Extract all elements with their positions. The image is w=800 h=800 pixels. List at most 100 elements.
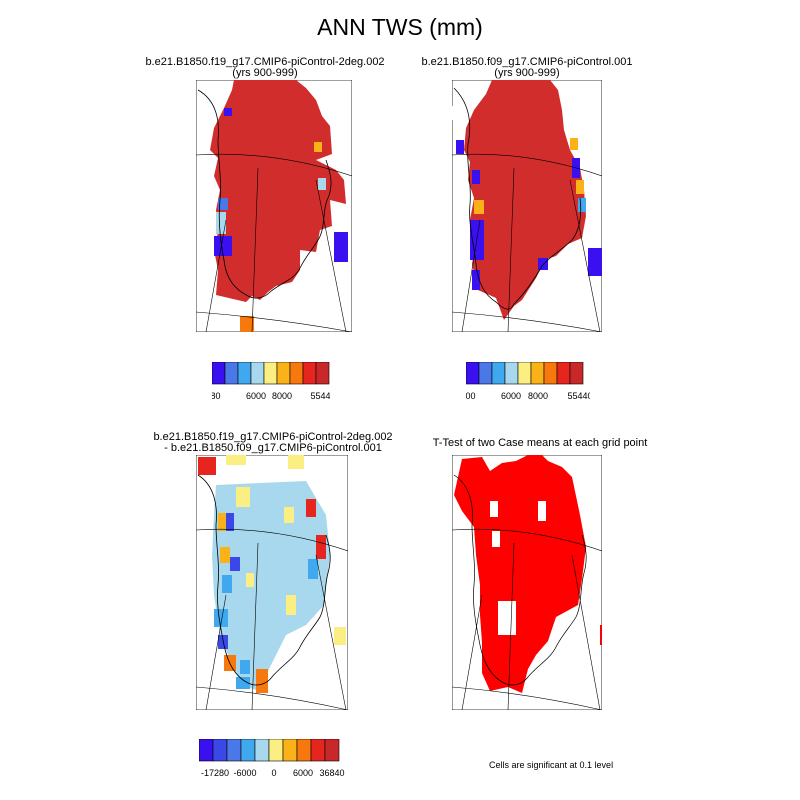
panel-3-cell: [240, 660, 250, 674]
colorbar-swatch: [263, 362, 278, 385]
colorbar-swatch: [282, 739, 298, 762]
panel-3-cell: [218, 513, 226, 531]
panel-4-graticule: [452, 528, 602, 710]
colorbar-swatch: [254, 739, 270, 762]
panel-2-cell: [472, 270, 480, 290]
panel-2-cell: [578, 198, 586, 212]
colorbar-swatch: [302, 362, 317, 385]
colorbar-swatch: [530, 362, 545, 385]
panel-2-colorbar-label: 8000: [528, 391, 548, 401]
panel-2-land-fill: [452, 80, 586, 320]
panel-2-title-line1: b.e21.B1850.f09_g17.CMIP6-piControl.001: [421, 56, 633, 68]
panel-1-cell: [318, 178, 326, 190]
colorbar-swatch: [543, 362, 558, 385]
panel-4-note: Cells are significant at 0.1 level: [489, 760, 614, 770]
panel-4-cell: [600, 625, 602, 645]
colorbar-swatch: [310, 739, 326, 762]
colorbar-swatch: [315, 362, 330, 385]
panel-4-gap: [498, 601, 516, 635]
panel-3-cell: [222, 575, 232, 593]
panel-1-cell: [214, 236, 232, 256]
panel-2-cell: [588, 248, 602, 276]
panel-4-significance-fill: [454, 455, 586, 693]
panel-1-cell: [218, 198, 228, 210]
panel-3-coastline: [197, 474, 331, 686]
colorbar-swatch: [569, 362, 584, 385]
panel-2-colorbar-label: 6000: [501, 391, 521, 401]
panel-1-cell: [334, 232, 348, 262]
colorbar-swatch: [517, 362, 532, 385]
panel-4-gap: [492, 531, 500, 547]
panel-3-title-line1: b.e21.B1850.f19_g17.CMIP6-piControl-2deg…: [153, 431, 393, 443]
panel-2-graticule: [452, 153, 602, 332]
colorbar-swatch: [199, 739, 214, 762]
panel-3-colorbar: -17280 -6000 0 6000 36840: [199, 739, 345, 778]
colorbar-swatch: [237, 362, 252, 385]
panel-2-colorbar-label: 55440: [567, 391, 590, 401]
panel-4-coastline: [453, 474, 587, 686]
panel-3-cell: [316, 535, 326, 559]
panel-2-cell: [538, 258, 548, 270]
panel-4-gap: [538, 501, 546, 521]
colorbar-swatch: [276, 362, 291, 385]
panel-4-title-line1: T-Test of two Case means at each grid po…: [432, 437, 648, 449]
panel-1-colorbar-label: 6000: [246, 391, 266, 401]
colorbar-swatch: [478, 362, 493, 385]
colorbar-swatch: [212, 362, 226, 385]
panel-2-cell: [456, 140, 464, 154]
panel-1-title-line1: b.e21.B1850.f19_g17.CMIP6-piControl-2deg…: [145, 56, 385, 68]
panel-3-cell: [236, 677, 250, 689]
panel-3-cell: [246, 573, 254, 587]
panel-2-title: b.e21.B1850.f09_g17.CMIP6-piControl.001 …: [362, 57, 692, 79]
panel-3-colorbar-label: 6000: [293, 768, 313, 778]
panel-4-map: [452, 455, 602, 710]
panel-1-graticule: [196, 153, 352, 332]
panel-3-cell: [286, 595, 296, 615]
panel-1-colorbar-label: 180: [212, 391, 221, 401]
colorbar-swatch: [224, 362, 239, 385]
panel-3-cell: [288, 455, 304, 469]
figure-title: ANN TWS (mm): [317, 14, 483, 40]
panel-3-cell: [308, 559, 318, 579]
panel-1-cell: [224, 108, 232, 116]
panel-1-cell: [314, 142, 322, 152]
colorbar-swatch: [250, 362, 265, 385]
colorbar-swatch: [212, 739, 228, 762]
panel-1-colorbar-label: 55440: [310, 391, 330, 401]
panel-3-cell: [226, 455, 246, 465]
panel-3-cell: [236, 487, 250, 507]
panel-3-cell: [220, 547, 230, 563]
panel-3-colorbar-label: -17280: [201, 768, 229, 778]
panel-3-graticule: [196, 528, 348, 710]
panel-3-colorbar-label: 0: [271, 768, 276, 778]
panel-2-cell: [576, 180, 584, 194]
colorbar-swatch: [289, 362, 304, 385]
colorbar-swatch: [240, 739, 256, 762]
panel-3-cell: [284, 507, 294, 523]
panel-2-map: [452, 80, 602, 332]
panel-2-cell: [472, 170, 480, 184]
panel-1-map: [196, 80, 352, 332]
panel-1-land-fill: [196, 80, 346, 302]
panel-3-cell: [214, 609, 228, 627]
colorbar-swatch: [296, 739, 312, 762]
panel-3-title: b.e21.B1850.f19_g17.CMIP6-piControl-2deg…: [100, 432, 446, 454]
panel-4-gap: [490, 501, 498, 517]
panel-1-title: b.e21.B1850.f19_g17.CMIP6-piControl-2deg…: [100, 57, 430, 79]
colorbar-swatch: [324, 739, 340, 762]
panel-2-cell: [474, 200, 484, 214]
panel-1-colorbar: 180 6000 8000 55440: [212, 362, 330, 401]
panel-2-cell: [570, 138, 578, 150]
panel-2-colorbar: 100 6000 8000 55440: [466, 362, 590, 401]
colorbar-swatch: [504, 362, 519, 385]
panel-3-cell: [230, 557, 240, 571]
panel-1-title-line2: (yrs 900-999): [232, 67, 298, 79]
panel-2-colorbar-label: 100: [466, 391, 476, 401]
panel-3-colorbar-label: 36840: [319, 768, 344, 778]
panel-2-title-line2: (yrs 900-999): [494, 67, 560, 79]
panel-3-title-line2: - b.e21.B1850.f09_g17.CMIP6-piControl.00…: [164, 442, 382, 454]
panel-3-colorbar-label: -6000: [233, 768, 256, 778]
panel-2-coastline: [453, 87, 582, 310]
panel-3-land-fill: [212, 481, 330, 690]
panel-1-colorbar-label: 8000: [272, 391, 292, 401]
